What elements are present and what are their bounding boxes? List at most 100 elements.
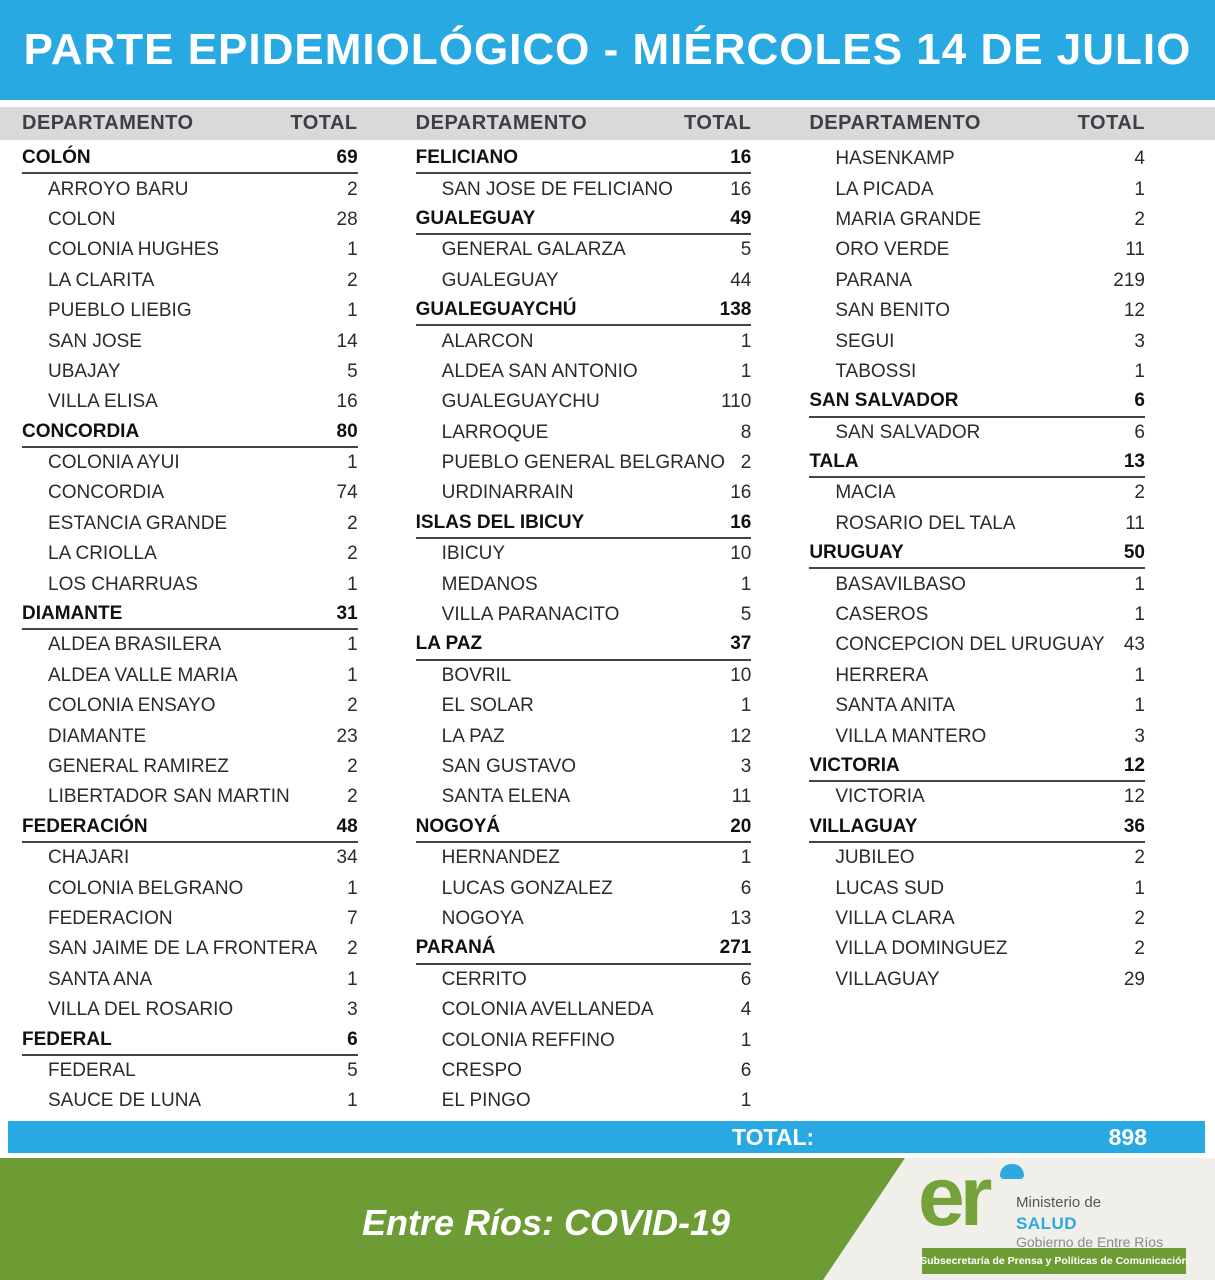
total-value: 1: [1134, 604, 1145, 626]
locality-name: COLONIA HUGHES: [48, 239, 220, 261]
locality-row: SAN BENITO 12: [809, 296, 1145, 326]
locality-row: ALARCON 1: [416, 326, 752, 356]
locality-row: LA PAZ 12: [416, 721, 752, 751]
total-value: 1: [1134, 178, 1145, 200]
locality-name: ARROYO BARU: [48, 178, 189, 200]
total-value: 14: [336, 330, 358, 352]
locality-row: SAN SALVADOR 6: [809, 418, 1145, 448]
locality-row: SAN JOSE DE FELICIANO 16: [416, 174, 752, 204]
locality-row: URDINARRAIN 16: [416, 478, 752, 508]
total-value: 1: [1134, 664, 1145, 686]
total-value: 20: [730, 815, 752, 837]
total-value: 1: [1134, 695, 1145, 717]
department-name: TALA: [809, 451, 859, 473]
locality-row: COLONIA ENSAYO 2: [22, 691, 358, 721]
locality-name: LUCAS SUD: [835, 877, 945, 899]
locality-name: CRESPO: [441, 1059, 522, 1081]
total-value: 16: [336, 391, 358, 413]
locality-name: PUEBLO LIEBIG: [48, 300, 192, 322]
locality-name: SAN GUSTAVO: [441, 756, 577, 777]
locality-row: LIBERTADOR SAN MARTIN 2: [22, 782, 358, 812]
locality-row: SAN GUSTAVO 3: [416, 752, 752, 782]
total-value: 1: [740, 360, 752, 382]
locality-name: LA CLARITA: [48, 269, 155, 291]
locality-name: VILLAGUAY: [835, 968, 940, 990]
total-value: 11: [731, 786, 752, 808]
total-value: 3: [1134, 725, 1145, 747]
locality-name: LOS CHARRUAS: [48, 573, 198, 595]
department-row: PARANÁ 271: [415, 934, 752, 965]
locality-row: CONCEPCION DEL URUGUAY 43: [809, 630, 1145, 660]
total-value: 2: [347, 756, 358, 777]
column-headers: DEPARTAMENTO TOTAL DEPARTAMENTO TOTAL DE…: [0, 107, 1215, 140]
locality-row: IBICUY 10: [416, 539, 752, 569]
locality-row: VILLAGUAY 29: [809, 965, 1145, 995]
department-row: FELICIANO 16: [415, 144, 752, 175]
ministry-line1: Ministerio de: [1016, 1194, 1102, 1211]
locality-row: LUCAS SUD 1: [809, 873, 1145, 903]
locality-name: LARROQUE: [441, 421, 549, 443]
total-header-label: TOTAL: [290, 112, 358, 134]
locality-name: URDINARRAIN: [441, 482, 574, 504]
footer: Entre Ríos: COVID-19 er Ministerio de SA…: [0, 1154, 1215, 1280]
locality-row: COLONIA AVELLANEDA 4: [416, 995, 752, 1025]
locality-row: COLONIA AYUI 1: [22, 448, 358, 478]
total-value: 5: [740, 604, 752, 626]
total-value: 44: [730, 269, 752, 291]
total-value: 6: [1134, 421, 1145, 443]
department-name: URUGUAY: [809, 542, 904, 564]
locality-name: IBICUY: [441, 543, 506, 565]
total-value: 50: [1123, 542, 1145, 564]
total-value: 1: [347, 300, 358, 322]
department-name: LA PAZ: [415, 633, 483, 655]
total-value: 1: [740, 1029, 752, 1051]
locality-name: LA PAZ: [441, 725, 505, 747]
table-column: HASENKAMP 4 LA PICADA 1 MARIA GRANDE 2 ORO VER…: [809, 144, 1145, 1117]
department-header-label: DEPARTAMENTO: [415, 112, 588, 134]
total-value: 36: [1123, 815, 1145, 837]
department-row: VICTORIA 12: [809, 752, 1145, 783]
total-value: 5: [740, 239, 752, 261]
grand-total-label: TOTAL:: [732, 1123, 815, 1150]
locality-name: MARIA GRANDE: [835, 208, 982, 230]
locality-row: SAN JAIME DE LA FRONTERA 2: [22, 934, 358, 964]
locality-name: SAN SALVADOR: [835, 421, 981, 443]
locality-name: ALARCON: [441, 330, 534, 352]
locality-name: MEDANOS: [441, 573, 538, 595]
total-value: 2: [347, 178, 358, 200]
locality-row: BOVRIL 10: [416, 661, 752, 691]
locality-row: CHAJARI 34: [22, 843, 358, 873]
column-header-2: DEPARTAMENTO TOTAL: [416, 112, 752, 135]
locality-row: UBAJAY 5: [22, 357, 358, 387]
department-name: VILLAGUAY: [809, 815, 918, 837]
locality-row: ALDEA BRASILERA 1: [22, 630, 358, 660]
total-value: 2: [347, 695, 358, 717]
locality-name: DIAMANTE: [48, 725, 147, 747]
total-value: 6: [740, 968, 752, 990]
total-value: 2: [347, 543, 358, 565]
total-value: 69: [336, 147, 358, 169]
locality-row: SANTA ELENA 11: [416, 782, 752, 812]
department-row: CONCORDIA 80: [22, 418, 358, 448]
locality-row: PUEBLO LIEBIG 1: [22, 296, 358, 326]
locality-name: HASENKAMP: [835, 148, 955, 170]
locality-name: SAN JOSE DE FELICIANO: [441, 178, 673, 200]
total-value: 1: [347, 239, 358, 261]
total-value: 1: [1134, 877, 1145, 899]
locality-row: ALDEA VALLE MARIA 1: [22, 661, 358, 691]
total-value: 1: [347, 877, 358, 899]
footer-green-band: [0, 1158, 905, 1280]
locality-row: CONCORDIA 74: [22, 478, 358, 508]
total-value: 3: [347, 999, 358, 1021]
department-name: NOGOYÁ: [415, 815, 501, 837]
locality-row: LUCAS GONZALEZ 6: [416, 873, 752, 903]
department-name: PARANÁ: [415, 937, 496, 959]
locality-name: CONCORDIA: [48, 482, 165, 504]
column-header-3: DEPARTAMENTO TOTAL: [809, 112, 1145, 135]
locality-row: ARROYO BARU 2: [22, 174, 358, 204]
press-badge: Subsecretaría de Prensa y Políticas de C…: [920, 1248, 1188, 1274]
locality-name: COLONIA ENSAYO: [48, 695, 216, 717]
locality-name: COLONIA REFFINO: [441, 1029, 615, 1051]
total-value: 37: [730, 633, 752, 655]
locality-row: SAUCE DE LUNA 1: [22, 1086, 358, 1116]
